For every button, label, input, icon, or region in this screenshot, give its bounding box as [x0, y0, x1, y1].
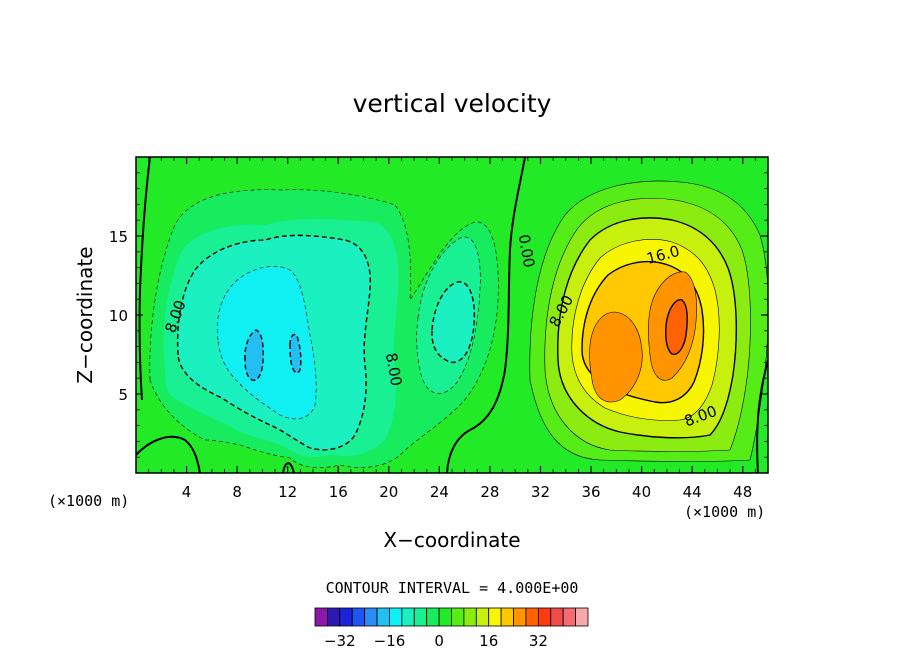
colorbar-swatch [314, 607, 328, 627]
y-axis: 5 10 15 [109, 172, 768, 458]
negative-region-level-4 [217, 266, 317, 420]
y-tick-label: 5 [118, 386, 128, 404]
y-axis-label: Z−coordinate [73, 246, 97, 383]
x-tick-label: 12 [278, 483, 297, 501]
colorbar-swatch [500, 607, 514, 627]
y-tick-label: 15 [109, 228, 128, 246]
zero-contour-left [138, 157, 151, 401]
colorbar-swatch [438, 607, 452, 627]
x-axis: 4 8 12 16 20 24 28 32 36 40 44 48 [148, 157, 756, 501]
colorbar-swatch [475, 607, 490, 627]
x-tick-label: 24 [430, 483, 449, 501]
colorbar-tick-label: 32 [529, 632, 548, 650]
colorbar-swatch [413, 607, 428, 627]
x-unit-right: (×1000 m) [684, 503, 765, 521]
colorbar-swatch [525, 607, 539, 627]
colorbar-swatch [550, 607, 564, 627]
colorbar-swatch [451, 607, 465, 627]
chart-title: vertical velocity [353, 89, 552, 118]
colorbar-swatch [513, 607, 527, 627]
colorbar-swatch [376, 607, 390, 627]
colorbar-tick-label: 16 [479, 632, 498, 650]
contour-label: 8.00 [382, 351, 406, 387]
negative-region-level-5b [289, 333, 302, 374]
plot-area [136, 157, 768, 473]
colorbar-swatch [463, 607, 477, 627]
positive-region-level-6 [589, 311, 643, 403]
x-axis-label: X−coordinate [383, 528, 520, 552]
zero-contour-bottom-left [136, 435, 201, 473]
x-tick-label: 40 [632, 483, 651, 501]
colorbar-swatch [401, 607, 415, 627]
positive-region-level-7 [665, 299, 688, 355]
y-tick-label: 10 [109, 307, 128, 325]
contour-interval-note: CONTOUR INTERVAL = 4.000E+00 [326, 579, 579, 597]
x-tick-label: 28 [480, 483, 499, 501]
x-tick-label: 8 [232, 483, 242, 501]
colorbar-tick-label: −32 [324, 632, 356, 650]
colorbar-swatch [488, 607, 502, 627]
negative-region-level-5 [244, 329, 264, 382]
x-tick-label: 32 [531, 483, 550, 501]
colorbar-swatch [562, 607, 576, 627]
colorbar-swatch [537, 607, 552, 627]
x-tick-label: 20 [379, 483, 398, 501]
colorbar-swatch [327, 607, 341, 627]
colorbar-swatch [364, 607, 378, 627]
colorbar-swatch [339, 607, 353, 627]
colorbar-tick-label: −16 [374, 632, 406, 650]
contour-label: 0.00 [515, 233, 539, 269]
colorbar-swatch [426, 607, 440, 627]
x-tick-label: 36 [581, 483, 600, 501]
colorbar-labels: −32 −16 0 16 32 [324, 632, 548, 650]
x-tick-label: 16 [329, 483, 348, 501]
zero-contour-right-edge [756, 359, 768, 473]
zero-contour-center [446, 157, 526, 473]
zero-contour-bottom-bump [282, 462, 295, 473]
negative-region-level-3b [431, 281, 476, 363]
x-tick-label: 4 [182, 483, 192, 501]
x-tick-label: 44 [683, 483, 702, 501]
colorbar-tick-label: 0 [434, 632, 444, 650]
x-tick-label: 48 [733, 483, 752, 501]
colorbar-swatch [575, 607, 589, 627]
colorbar-swatch [351, 607, 366, 627]
colorbar-swatch [389, 607, 403, 627]
colorbar [314, 607, 589, 627]
x-unit-left: (×1000 m) [48, 492, 129, 510]
